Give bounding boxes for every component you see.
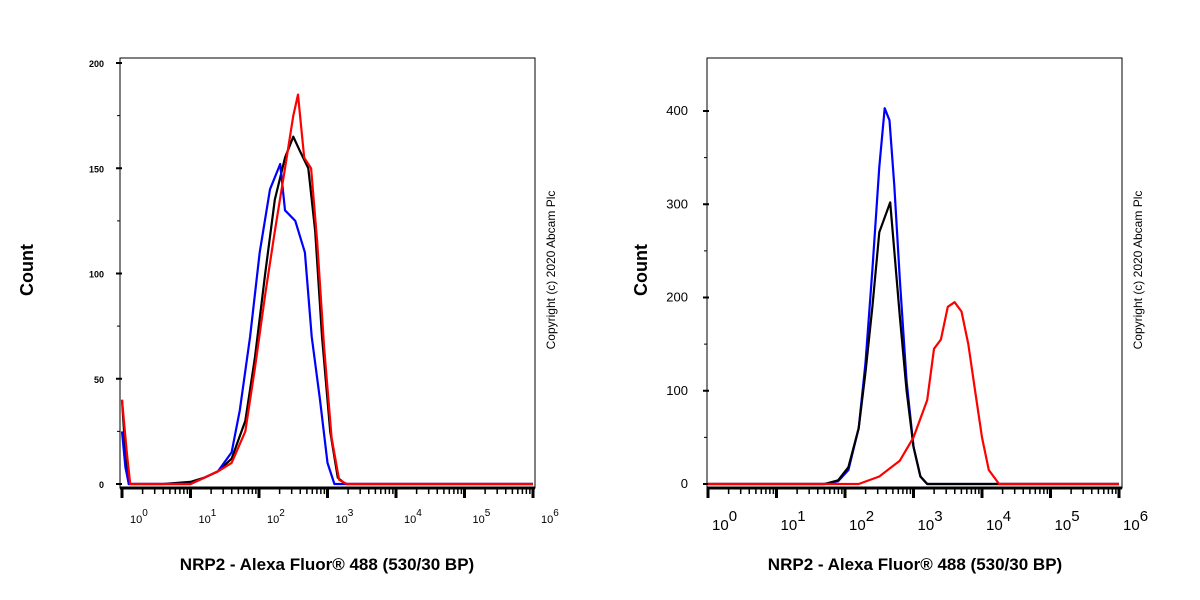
copyright-text: Copyright (c) 2020 Abcam Plc (544, 191, 558, 350)
x-tick-label: 102 (267, 508, 285, 526)
y-tick-label: 0 (99, 480, 104, 490)
series-line-3 (120, 93, 533, 486)
x-tick-label: 106 (541, 508, 559, 526)
x-tick-label: 100 (130, 508, 148, 526)
x-axis-label: NRP2 - Alexa Fluor® 488 (530/30 BP) (180, 555, 474, 574)
chart-2: 100 101 102 103 104 105 106 0 100 200 300 400 Count N… (631, 57, 1148, 574)
y-tick-label: 50 (94, 375, 104, 385)
x-tick-label: 104 (404, 508, 422, 526)
x-tick-label: 101 (199, 508, 217, 526)
x-tick-label: 100 (712, 508, 737, 534)
y-tick-label: 0 (681, 476, 688, 491)
y-tick-label: 150 (89, 164, 104, 174)
chart-1: 100 101 102 103 104 105 106 0 50 100 150 200 Count NR… (17, 57, 559, 574)
y-tick-label: 200 (89, 59, 104, 69)
x-tick-label: 103 (918, 508, 943, 534)
y-tick-label: 100 (89, 270, 104, 280)
x-tick-label: 106 (1123, 508, 1148, 534)
plot-frame (119, 57, 536, 489)
x-tick-label: 103 (336, 508, 354, 526)
x-tick-label: 105 (1055, 508, 1080, 534)
plot-frame (706, 57, 1123, 489)
x-tick-label: 102 (849, 508, 874, 534)
x-tick-label: 104 (986, 508, 1011, 534)
series-line-2 (120, 162, 533, 486)
y-tick-label: 200 (666, 290, 688, 305)
copyright-text: Copyright (c) 2020 Abcam Plc (1131, 191, 1145, 350)
y-axis-label: Count (631, 244, 651, 296)
series-line-2 (708, 201, 1119, 486)
series-line-1 (708, 107, 1119, 486)
series-line-3 (708, 301, 1119, 486)
series-line-1 (120, 135, 533, 486)
y-axis-label: Count (17, 244, 37, 296)
y-tick-label: 400 (666, 103, 688, 118)
x-axis-label: NRP2 - Alexa Fluor® 488 (530/30 BP) (768, 555, 1062, 574)
y-tick-label: 100 (666, 383, 688, 398)
x-tick-label: 105 (473, 508, 491, 526)
y-tick-label: 300 (666, 196, 688, 211)
x-tick-label: 101 (781, 508, 806, 534)
